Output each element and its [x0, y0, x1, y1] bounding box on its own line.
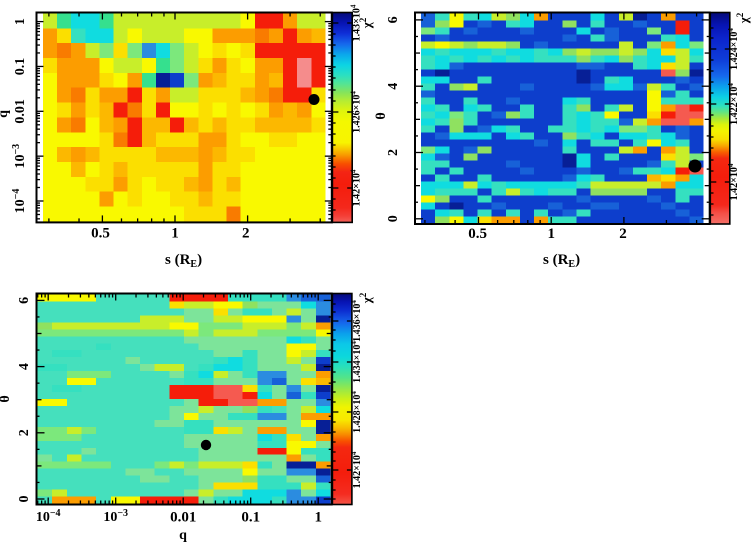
- svg-text:10−3: 10−3: [103, 508, 128, 525]
- svg-text:1: 1: [171, 226, 179, 242]
- svg-text:χ2: χ2: [358, 17, 374, 29]
- svg-text:2: 2: [386, 149, 401, 156]
- svg-text:1.434×104: 1.434×104: [350, 341, 363, 383]
- svg-text:q: q: [179, 528, 187, 543]
- svg-text:1: 1: [547, 226, 555, 242]
- svg-text:0.5: 0.5: [91, 226, 110, 242]
- svg-text:4: 4: [17, 363, 32, 370]
- svg-text:0: 0: [17, 496, 32, 503]
- svg-text:10−4: 10−4: [36, 508, 61, 525]
- svg-text:1.42×104: 1.42×104: [350, 169, 363, 206]
- svg-text:χ2: χ2: [735, 12, 751, 24]
- svg-text:1.424×104: 1.424×104: [727, 28, 740, 70]
- svg-text:10−4: 10−4: [11, 189, 28, 214]
- svg-text:1.436×104: 1.436×104: [350, 300, 363, 342]
- svg-text:0.01: 0.01: [13, 99, 28, 124]
- svg-text:6: 6: [386, 16, 401, 23]
- svg-text:2: 2: [17, 429, 32, 436]
- svg-text:1.42×104: 1.42×104: [727, 163, 740, 200]
- svg-text:0.5: 0.5: [468, 226, 487, 242]
- svg-text:s (RE): s (RE): [165, 252, 202, 270]
- svg-text:1.428×104: 1.428×104: [350, 391, 363, 433]
- svg-text:1: 1: [13, 18, 28, 25]
- svg-text:1.422×104: 1.422×104: [727, 83, 740, 125]
- svg-text:0.1: 0.1: [241, 510, 260, 526]
- svg-text:θ: θ: [374, 112, 389, 119]
- svg-text:1.426×104: 1.426×104: [350, 91, 363, 133]
- svg-text:χ2: χ2: [358, 292, 374, 304]
- svg-text:θ: θ: [0, 395, 13, 402]
- svg-text:0.01: 0.01: [170, 510, 196, 526]
- svg-text:2: 2: [242, 226, 250, 242]
- svg-text:1.42×104: 1.42×104: [350, 451, 363, 488]
- svg-text:10−3: 10−3: [11, 144, 28, 169]
- svg-text:2: 2: [619, 226, 627, 242]
- svg-text:1: 1: [314, 510, 322, 526]
- svg-text:0: 0: [386, 215, 401, 222]
- svg-text:0.1: 0.1: [13, 58, 28, 76]
- svg-text:6: 6: [17, 297, 32, 304]
- svg-text:1.43×104: 1.43×104: [350, 4, 363, 41]
- svg-text:s (RE): s (RE): [543, 252, 580, 270]
- svg-text:q: q: [0, 110, 11, 118]
- svg-text:4: 4: [386, 83, 401, 90]
